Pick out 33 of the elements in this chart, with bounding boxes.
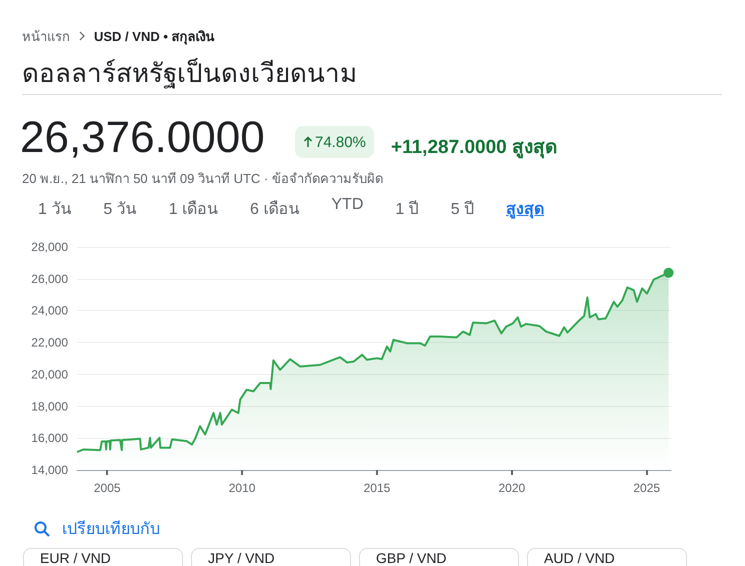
text: 1 ปี <box>395 199 419 220</box>
text: 6 เดือน <box>250 199 300 220</box>
x-tick-label: 2025 <box>633 481 660 495</box>
y-tick-label: 20,000 <box>31 367 68 382</box>
text: 1 เดือน <box>168 199 218 220</box>
y-tick-label: 14,000 <box>31 463 68 477</box>
text: YTD <box>331 196 364 215</box>
y-tick-label: 16,000 <box>31 431 68 446</box>
text: 5 ปี <box>450 199 474 220</box>
text: 74.80% <box>315 134 366 150</box>
text: 5 วัน <box>103 200 137 220</box>
text: หน้าแรก <box>22 29 70 44</box>
x-tick-label: 2015 <box>364 481 391 495</box>
y-tick-label: 18,000 <box>31 399 68 414</box>
text: +11,287.0000 สูงสุด <box>391 136 557 160</box>
x-tick-label: 2010 <box>228 481 256 495</box>
text: 26,376.0000 <box>20 113 265 163</box>
x-tick-label: 2020 <box>498 481 526 495</box>
text: EUR / VND <box>23 548 183 566</box>
chart-title: ดอลลาร์สหรัฐเป็นดงเวียดนาม <box>22 57 357 90</box>
text: 1 วัน <box>38 200 72 220</box>
y-tick-label: 28,000 <box>31 240 68 254</box>
text: GBP / VND <box>359 548 519 566</box>
y-tick-label: 22,000 <box>31 336 68 350</box>
y-tick-label: 24,000 <box>31 304 68 318</box>
x-tick-label: 2005 <box>94 481 121 495</box>
text: JPY / VND <box>191 548 351 566</box>
text: AUD / VND <box>527 548 687 566</box>
text: สูงสุด <box>506 200 544 221</box>
text: 20 พ.ย., 21 นาฬิกา 50 นาที 09 วินาที UTC · ข้อจำกัดความรับผิด <box>22 170 383 188</box>
text: เปรียบเทียบกับ <box>62 519 160 540</box>
chart-subtitle: USD / VND • สกุลเงิน <box>94 29 215 44</box>
y-tick-label: 26,000 <box>31 272 68 286</box>
